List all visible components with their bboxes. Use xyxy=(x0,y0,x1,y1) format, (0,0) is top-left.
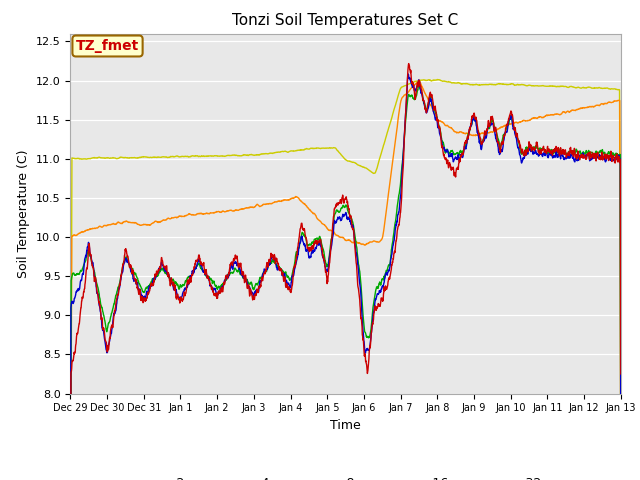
Title: Tonzi Soil Temperatures Set C: Tonzi Soil Temperatures Set C xyxy=(232,13,459,28)
Text: TZ_fmet: TZ_fmet xyxy=(76,39,139,53)
Y-axis label: Soil Temperature (C): Soil Temperature (C) xyxy=(17,149,30,278)
X-axis label: Time: Time xyxy=(330,419,361,432)
Legend: -2cm, -4cm, -8cm, -16cm, -32cm: -2cm, -4cm, -8cm, -16cm, -32cm xyxy=(126,472,565,480)
